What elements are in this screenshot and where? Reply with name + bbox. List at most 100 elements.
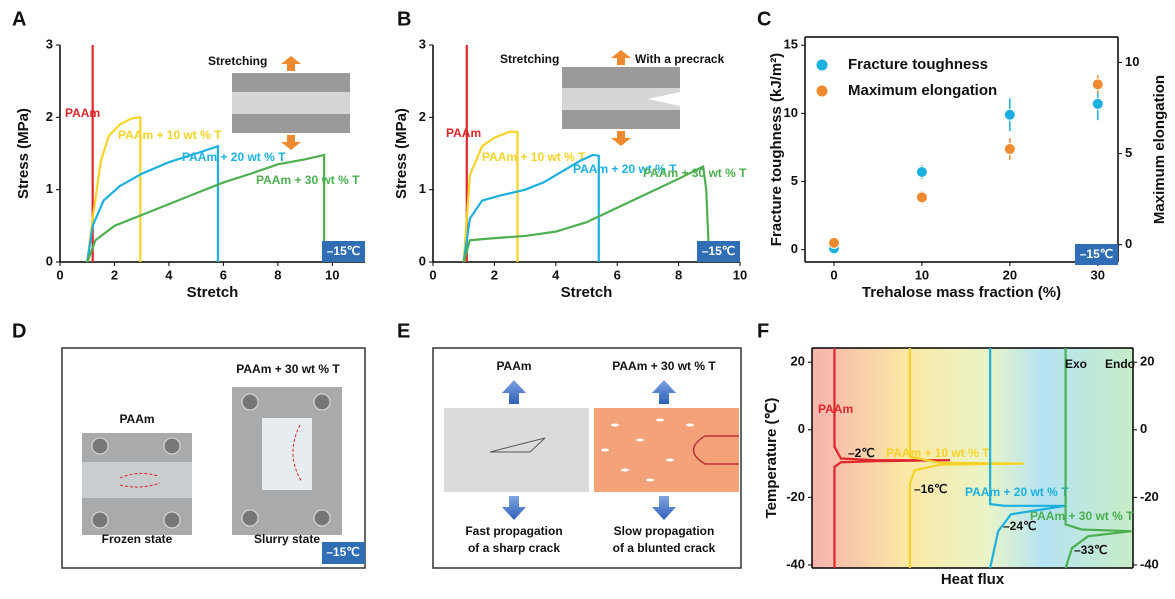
badge-box <box>322 241 365 262</box>
panel-label: B <box>397 8 411 30</box>
x-tick-label: 2 <box>111 267 118 282</box>
diagram-title: PAAm <box>496 359 531 373</box>
annotation: Endo <box>1105 357 1135 371</box>
x-tick-label: 8 <box>274 267 281 282</box>
series-label: PAAm <box>65 106 100 120</box>
diagram-caption: of a blunted crack <box>613 541 716 555</box>
x-tick-label: 0 <box>56 267 63 282</box>
y2-tick-label: -40 <box>1140 556 1159 571</box>
x-tick-label: 4 <box>165 267 173 282</box>
panel-label: C <box>757 8 771 30</box>
panel-d: D PAAm PAAm + 30 wt % T Frozen state Slu… <box>12 320 366 569</box>
photo-title: PAAm <box>119 412 154 426</box>
series-label: PAAm + 20 wt % T <box>182 150 286 164</box>
x-tick-label: 10 <box>915 267 929 282</box>
annotation: –24℃ <box>1003 519 1037 533</box>
panel-label: E <box>397 320 410 342</box>
annotation: –33℃ <box>1074 543 1108 557</box>
legend-label: Fracture toughness <box>848 56 988 73</box>
annotation: Exo <box>1065 357 1087 371</box>
specimen-sketch <box>232 56 350 150</box>
y-tick-label: 1 <box>419 181 426 196</box>
y-tick-label: 3 <box>419 36 426 51</box>
annotation: Stretching <box>208 54 267 68</box>
legend-marker <box>816 85 828 97</box>
y-tick-label: 20 <box>791 354 805 369</box>
series-line <box>908 348 1024 568</box>
y-tick-label: -20 <box>786 489 805 504</box>
y-axis-label: Stress (MPa) <box>15 108 32 199</box>
x-tick-label: 8 <box>675 267 682 282</box>
y2-tick-label: 0 <box>1125 236 1132 251</box>
y-tick-label: 15 <box>784 37 798 52</box>
annotation: With a precrack <box>635 52 725 66</box>
x-tick-label: 6 <box>220 267 227 282</box>
series-line <box>462 130 519 263</box>
annotation: –16℃ <box>914 482 948 496</box>
x-tick-label: 10 <box>733 267 747 282</box>
y-tick-label: 3 <box>46 36 53 51</box>
temperature-badge: –15℃ <box>702 244 736 258</box>
temperature-badge: –15℃ <box>1080 247 1114 261</box>
series-label: PAAm + 10 wt % T <box>482 150 586 164</box>
y-axis-label: Fracture toughness (kJ/m²) <box>768 53 785 246</box>
y-tick-label: 1 <box>46 181 53 196</box>
annotation: Stretching <box>500 52 559 66</box>
x-tick-label: 20 <box>1003 267 1017 282</box>
panel-label: F <box>757 320 769 342</box>
y2-tick-label: 20 <box>1140 354 1154 369</box>
precrack-sketch <box>562 50 680 146</box>
x-tick-label: 4 <box>552 267 560 282</box>
series-line <box>462 153 600 263</box>
y-axis-label: Stress (MPa) <box>393 108 410 199</box>
point <box>1003 143 1016 156</box>
series-label: PAAm + 30 wt % T <box>256 173 360 187</box>
annotation: –2℃ <box>848 446 875 460</box>
series-line <box>86 116 142 263</box>
y2-tick-label: 0 <box>1140 421 1147 436</box>
x-tick-label: 6 <box>614 267 621 282</box>
point <box>1091 97 1104 110</box>
x-axis-label: Heat flux <box>941 571 1005 588</box>
y-tick-label: 5 <box>791 173 798 188</box>
series-label: PAAm + 10 wt % T <box>886 446 990 460</box>
point <box>1091 78 1104 91</box>
y-tick-label: 10 <box>784 105 798 120</box>
y2-axis-label: Maximum elongation <box>1151 75 1168 224</box>
y-tick-label: 2 <box>419 109 426 124</box>
photo-caption: Slurry state <box>254 532 320 546</box>
x-tick-label: 30 <box>1091 267 1105 282</box>
panel-e: E PAAm PAAm + 30 wt % T Fast propagation… <box>397 320 742 569</box>
badge-box <box>697 241 740 262</box>
point <box>915 166 928 178</box>
y2-tick-label: 5 <box>1125 145 1132 160</box>
series-label: PAAm + 30 wt % T <box>1030 509 1134 523</box>
photo-caption: Frozen state <box>102 532 173 546</box>
series-label: PAAm + 20 wt % T <box>965 485 1069 499</box>
point <box>828 236 841 249</box>
panel-label: D <box>12 320 26 342</box>
y-tick-label: 2 <box>46 109 53 124</box>
y-tick-label: 0 <box>798 421 805 436</box>
legend-label: Maximum elongation <box>848 82 997 99</box>
diagram-caption: Slow propagation <box>614 524 715 538</box>
y2-tick-label: 10 <box>1125 54 1139 69</box>
series-line <box>833 348 951 568</box>
diagram-title: PAAm + 30 wt % T <box>612 359 716 373</box>
temperature-badge: –15℃ <box>326 545 360 559</box>
series-label: PAAm + 20 wt % T <box>573 162 677 176</box>
x-tick-label: 0 <box>429 267 436 282</box>
x-tick-label: 0 <box>830 267 837 282</box>
series-label: PAAm <box>446 126 481 140</box>
series-label: PAAm + 10 wt % T <box>118 128 222 142</box>
photo-title: PAAm + 30 wt % T <box>236 362 340 376</box>
plot-background <box>812 348 1133 568</box>
series-label: PAAm + 30 wt % T <box>643 166 747 180</box>
y-tick-label: 0 <box>419 253 426 268</box>
panel-label: A <box>12 8 26 30</box>
series-line <box>86 153 326 263</box>
series-line <box>1064 348 1132 569</box>
y-tick-label: 0 <box>791 241 798 256</box>
x-axis-label: Stretch <box>187 284 239 301</box>
y-tick-label: 0 <box>46 253 53 268</box>
